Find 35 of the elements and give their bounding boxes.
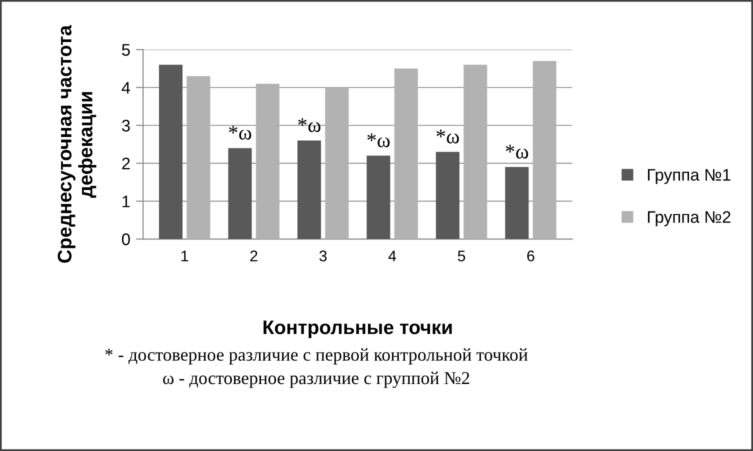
y-tick-label: 1 (122, 196, 130, 208)
bar (464, 64, 488, 240)
y-tick-label: 0 (122, 233, 130, 246)
y-axis-title: Среднесуточная частота дефекации (58, 25, 96, 263)
bar (325, 87, 349, 240)
annotation: *ω (506, 144, 528, 159)
annotation: *ω (228, 126, 252, 140)
text: ω - достоверное различие с группой №2 (163, 372, 470, 388)
x-tick-label: 4 (388, 250, 396, 262)
bar (158, 64, 183, 240)
y-tick-label: 5 (122, 44, 130, 56)
y-tick-label: 3 (122, 120, 130, 132)
bar (532, 60, 556, 240)
bar (505, 167, 529, 240)
annotation: *ω (298, 118, 320, 132)
x-axis-title: Контрольные точки (264, 320, 452, 338)
x-tick-label: 6 (527, 250, 534, 262)
legend-label: Группа №2 (648, 211, 730, 226)
bar (366, 156, 390, 240)
bar (256, 84, 280, 240)
annotation: *ω (367, 133, 390, 148)
text: * - достоверное различие с первой контрольной точкой (105, 348, 528, 364)
annotation: *ω (436, 130, 459, 144)
x-tick-label: 3 (319, 250, 327, 262)
x-tick-label: 1 (182, 250, 188, 262)
bar (297, 140, 321, 240)
x-tick-label: 2 (250, 250, 258, 262)
x-tick-label: 5 (458, 250, 466, 262)
y-tick-label: 4 (122, 82, 130, 94)
y-tick-label: 2 (122, 158, 130, 170)
bar (436, 152, 460, 240)
bar (394, 68, 418, 240)
bar (228, 148, 252, 240)
legend-label: Группа №1 (648, 169, 730, 184)
bar (186, 76, 210, 240)
